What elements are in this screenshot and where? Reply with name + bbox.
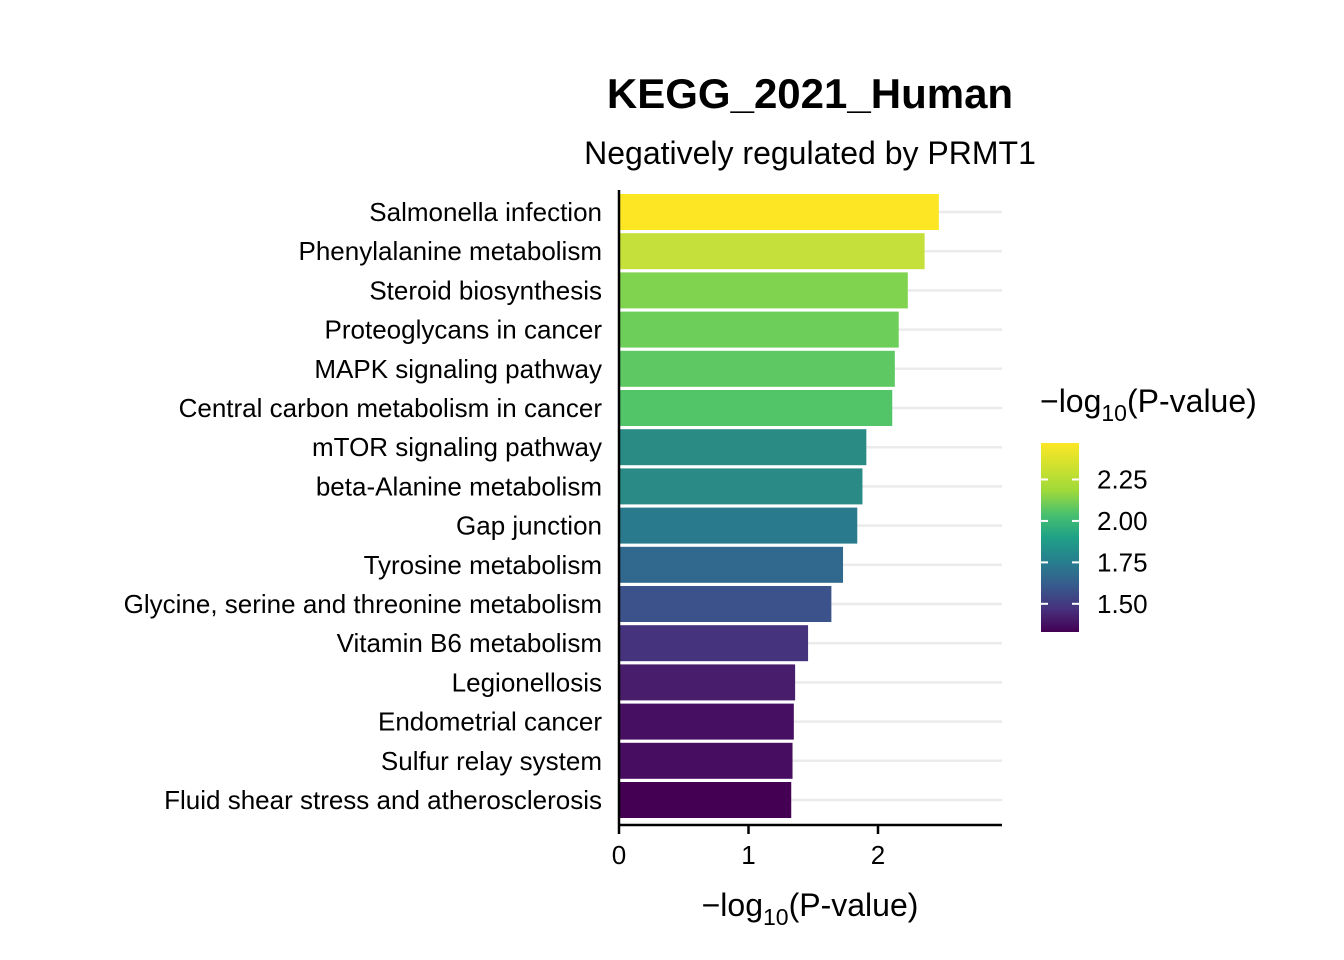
bar [619,233,925,270]
bar [619,546,844,583]
legend-tick-label: 1.50 [1097,589,1148,619]
x-tick-label: 1 [741,840,755,870]
category-label: beta-Alanine metabolism [316,471,602,501]
bar [619,782,792,818]
category-label: Glycine, serine and threonine metabolism [124,589,602,619]
category-label: Sulfur relay system [381,746,602,776]
legend-title: −log10(P-value) [1040,383,1257,426]
category-label: Central carbon metabolism in cancer [179,393,603,423]
bar [619,429,867,466]
x-axis-ticks: 0 1 2 [612,826,885,870]
category-label: Fluid shear stress and atherosclerosis [164,785,602,815]
category-label: Tyrosine metabolism [364,550,602,580]
category-label: Steroid biosynthesis [369,275,602,305]
bars [619,194,939,818]
x-axis-title: −log10(P-value) [702,887,919,930]
bar [619,703,794,740]
chart-subtitle: Negatively regulated by PRMT1 [584,135,1036,171]
category-label: mTOR signaling pathway [312,432,602,462]
bar [619,194,939,230]
bar [619,507,858,544]
legend-ticks: 1.50 1.75 2.00 2.25 [1041,464,1148,619]
bar [619,625,809,662]
category-label: Phenylalanine metabolism [298,236,602,266]
x-tick-label: 0 [612,840,626,870]
bar [619,311,899,348]
chart-title: KEGG_2021_Human [607,70,1013,117]
legend-tick-label: 2.00 [1097,506,1148,536]
bar [619,468,863,505]
category-labels: Salmonella infection Phenylalanine metabo… [124,197,603,815]
category-label: Proteoglycans in cancer [325,315,603,345]
category-label: Vitamin B6 metabolism [337,628,602,658]
category-label: MAPK signaling pathway [314,354,602,384]
bar [619,664,796,701]
bar [619,272,908,309]
category-label: Gap junction [456,511,602,541]
legend-colorbar [1041,443,1079,632]
bar [619,350,895,387]
bar [619,390,893,426]
category-label: Salmonella infection [369,197,602,227]
bar [619,742,793,779]
x-tick-label: 2 [871,840,885,870]
legend-tick-label: 1.75 [1097,547,1148,577]
bar [619,586,832,622]
category-label: Legionellosis [452,667,602,697]
legend-tick-label: 2.25 [1097,464,1148,494]
category-label: Endometrial cancer [378,707,602,737]
